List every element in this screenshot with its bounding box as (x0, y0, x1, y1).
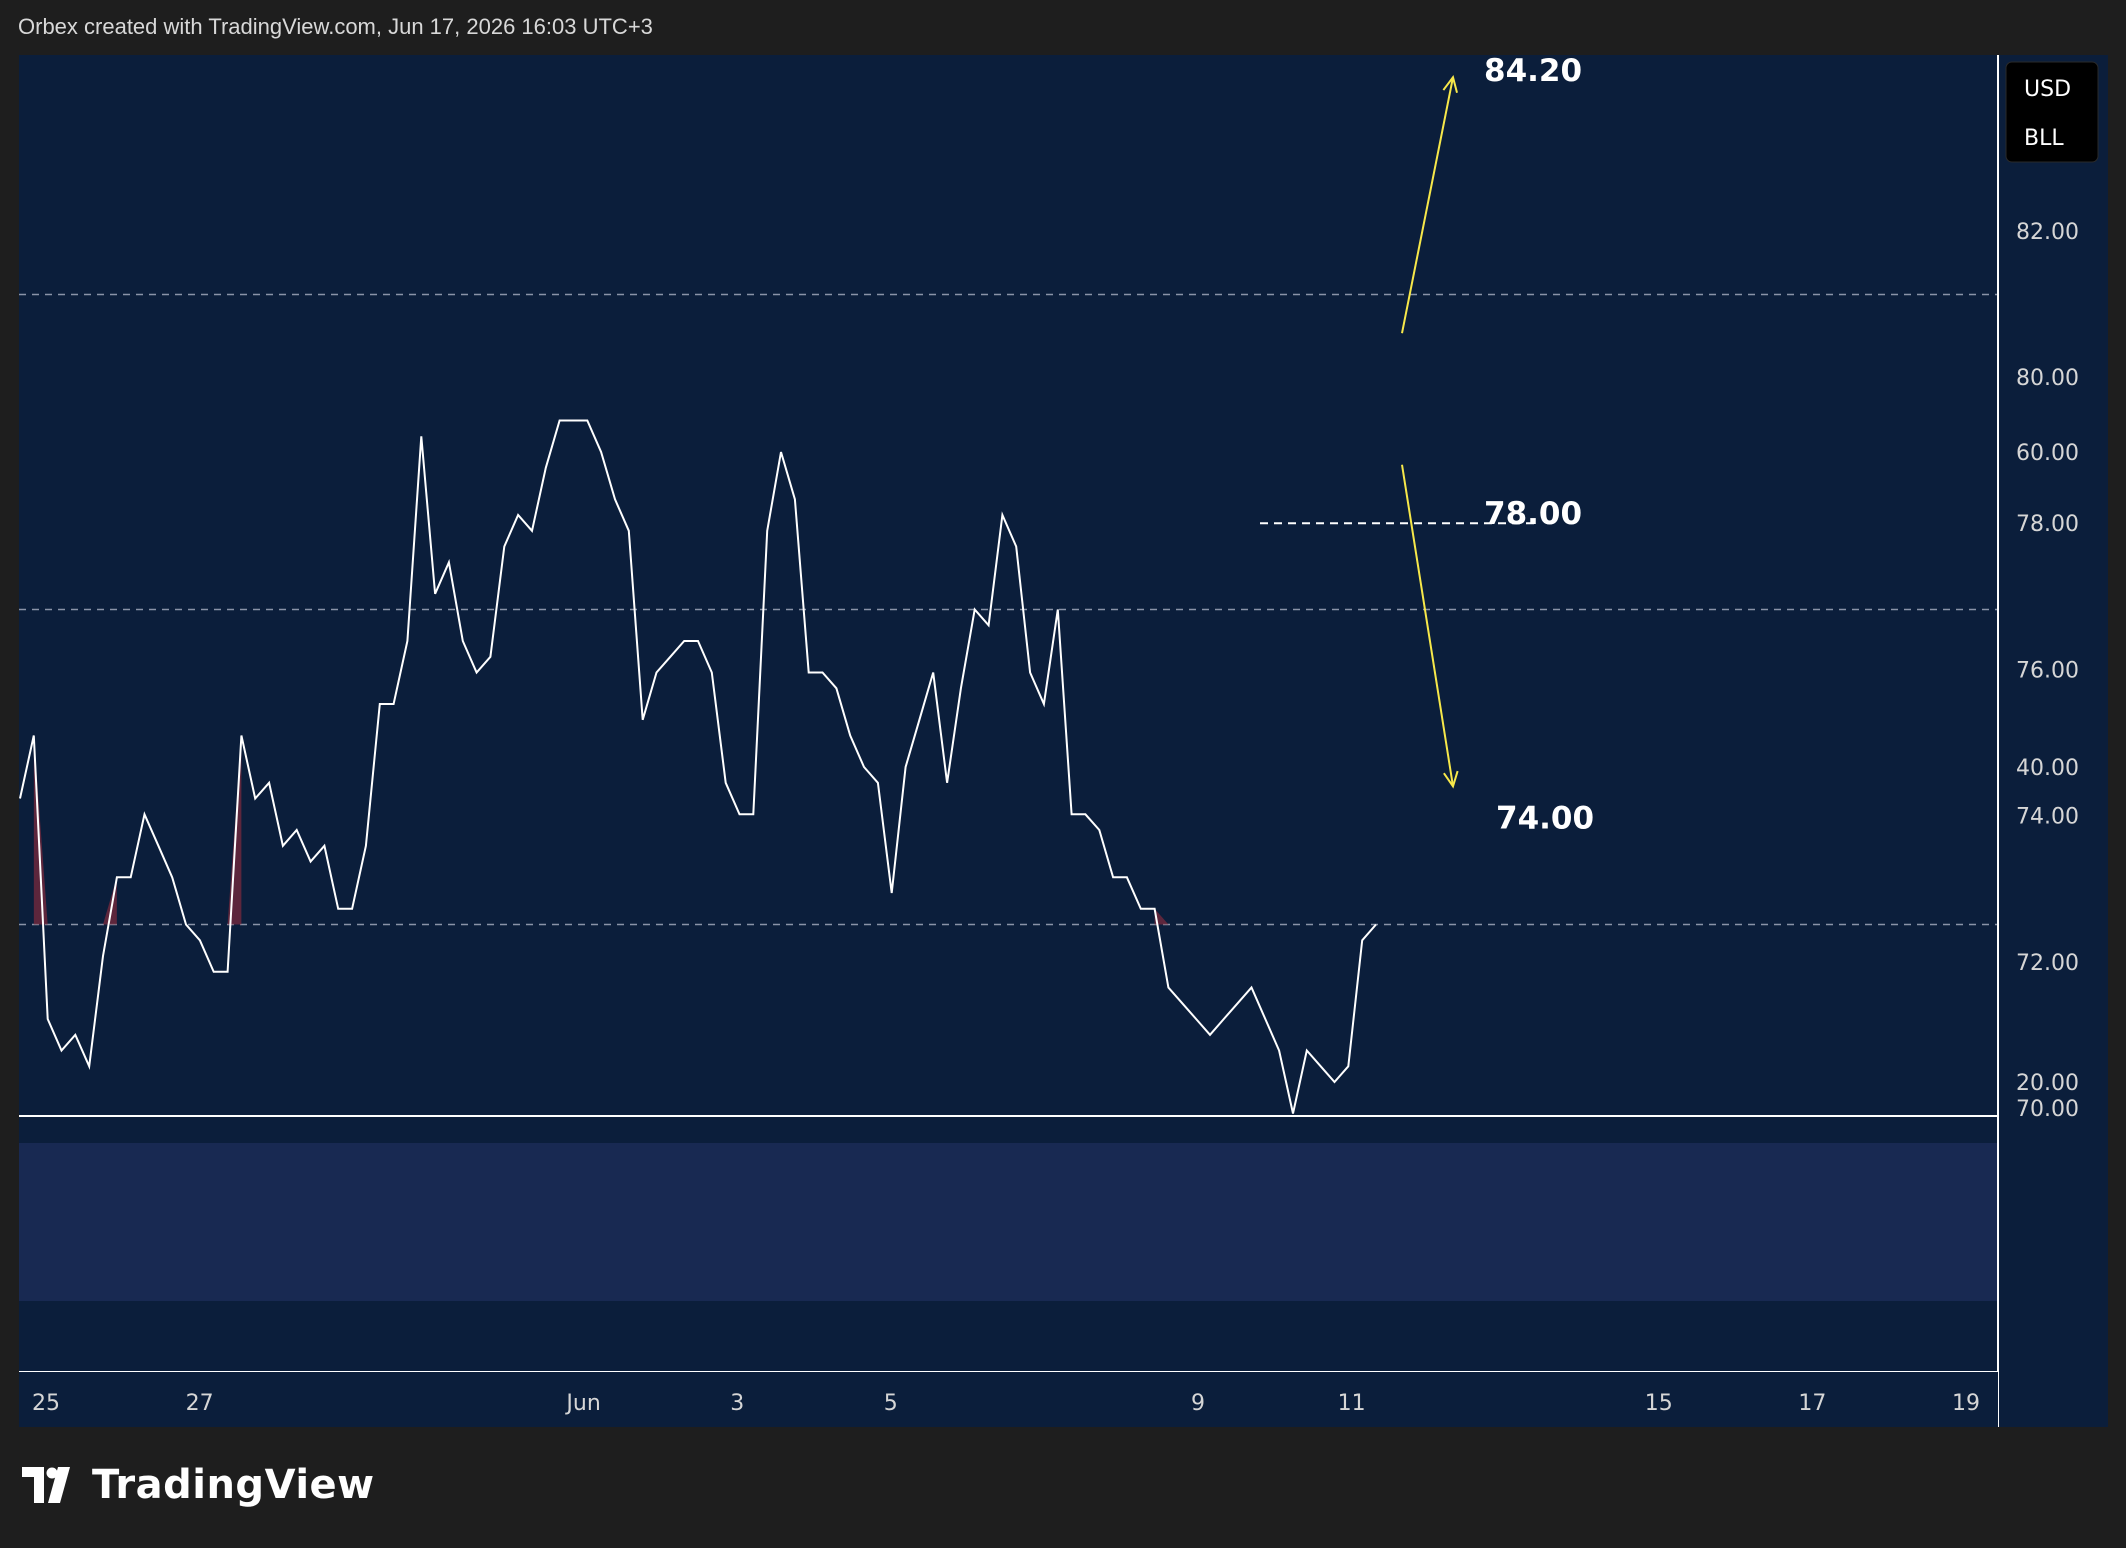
time-tick-label: 19 (1952, 1391, 1980, 1416)
time-tick-label: Jun (564, 1391, 600, 1416)
rsi-oversold-segment (103, 877, 117, 925)
rsi-axis-ticks: 60.00 40.00 20.00 (2016, 441, 2079, 1096)
rsi-tick-label: 60.00 (2016, 441, 2079, 466)
time-tick-label: 15 (1645, 1391, 1673, 1416)
time-tick-label: 9 (1191, 1391, 1205, 1416)
time-axis-ticks: 2527Jun35911151719232529 (32, 1391, 1980, 1416)
price-tick-label: 78.00 (2016, 512, 2079, 537)
price-tick-label: 72.00 (2016, 951, 2079, 976)
price-tick-label: 70.00 (2016, 1097, 2079, 1122)
price-tick-label: 80.00 (2016, 366, 2079, 391)
time-tick-label: 3 (730, 1391, 744, 1416)
time-tick-label: 17 (1798, 1391, 1826, 1416)
upside-arrow (1401, 75, 1458, 334)
price-tick-label: 82.00 (2016, 220, 2079, 245)
target-label-low: 74.00 (1496, 801, 1594, 837)
currency-unit-toggle[interactable] (2005, 61, 2099, 163)
time-tick-label: 25 (32, 1391, 60, 1416)
tradingview-logo[interactable]: TradingView (22, 1462, 375, 1508)
chart-attribution: Orbex created with TradingView.com, Jun … (18, 14, 653, 39)
time-tick-label: 27 (186, 1391, 214, 1416)
time-axis[interactable] (19, 1372, 1998, 1427)
price-tick-label: 74.00 (2016, 805, 2079, 830)
rsi-line (19, 419, 1377, 1114)
rsi-reference-levels (19, 293, 1997, 926)
unit-label[interactable]: BLL (2024, 126, 2064, 151)
tradingview-logo-icon (22, 1467, 70, 1503)
rsi-tick-label: 40.00 (2016, 756, 2079, 781)
time-tick-label: 5 (884, 1391, 898, 1416)
price-pane[interactable] (19, 55, 1997, 1115)
time-tick-label: 11 (1338, 1391, 1366, 1416)
rsi-tick-label: 20.00 (2016, 1071, 2079, 1096)
rsi-band (19, 1143, 1997, 1301)
support-label: 78.00 (1484, 496, 1582, 532)
price-tick-label: 76.00 (2016, 658, 2079, 683)
rsi-oversold-segment (33, 735, 48, 925)
tradingview-brand-text: TradingView (92, 1462, 375, 1508)
price-axis[interactable] (1999, 55, 2108, 1427)
target-label-high: 84.20 (1484, 53, 1582, 89)
rsi-oversold-segment (1154, 908, 1169, 925)
currency-label[interactable]: USD (2024, 77, 2071, 102)
downside-arrow (1401, 464, 1459, 789)
